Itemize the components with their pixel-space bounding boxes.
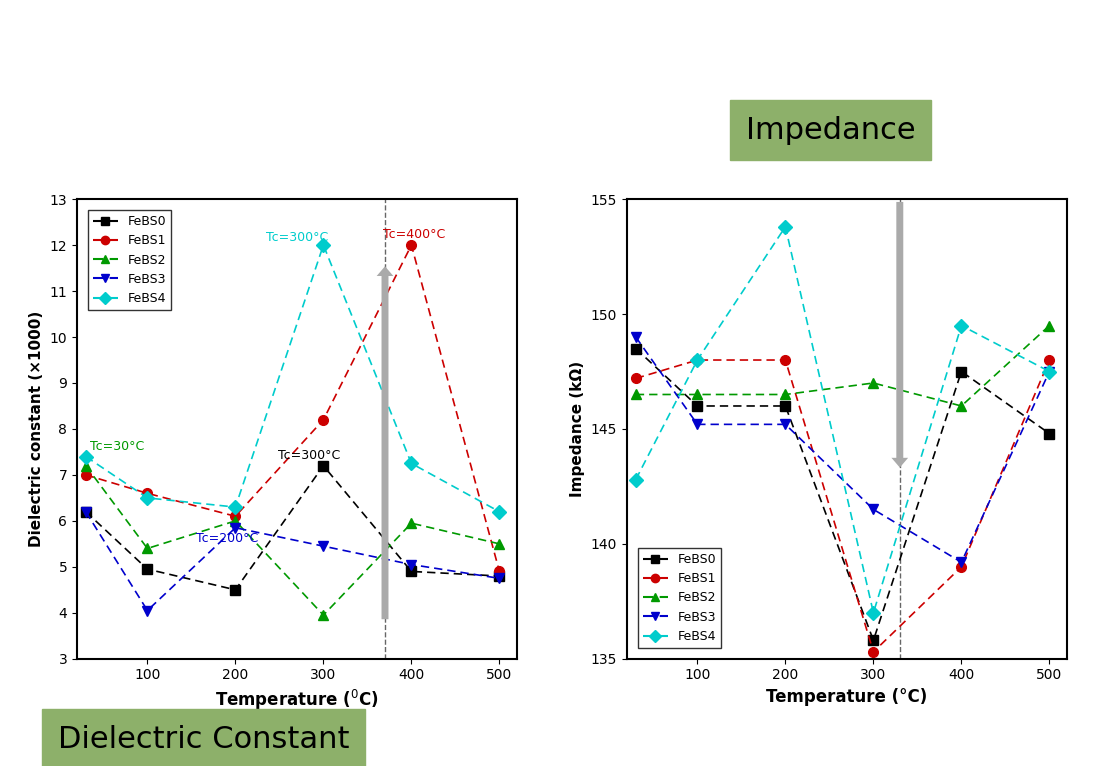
Text: Dielectric Constant: Dielectric Constant xyxy=(57,725,350,754)
Text: Tc=200°C: Tc=200°C xyxy=(196,532,258,545)
Text: Tc=300°C: Tc=300°C xyxy=(277,449,340,462)
X-axis label: Temperature (°C): Temperature (°C) xyxy=(767,688,927,706)
Text: Tc=30°C: Tc=30°C xyxy=(90,440,144,453)
Y-axis label: Impedance (kΩ): Impedance (kΩ) xyxy=(570,361,585,497)
Text: Tc=400°C: Tc=400°C xyxy=(383,228,446,241)
X-axis label: Temperature ($^0$C): Temperature ($^0$C) xyxy=(216,688,378,712)
Legend: FeBS0, FeBS1, FeBS2, FeBS3, FeBS4: FeBS0, FeBS1, FeBS2, FeBS3, FeBS4 xyxy=(88,210,172,310)
Text: Tc=300°C: Tc=300°C xyxy=(266,231,329,244)
Legend: FeBS0, FeBS1, FeBS2, FeBS3, FeBS4: FeBS0, FeBS1, FeBS2, FeBS3, FeBS4 xyxy=(638,548,722,648)
Text: Impedance: Impedance xyxy=(746,116,915,145)
Y-axis label: Dielectric constant (×1000): Dielectric constant (×1000) xyxy=(29,311,44,547)
